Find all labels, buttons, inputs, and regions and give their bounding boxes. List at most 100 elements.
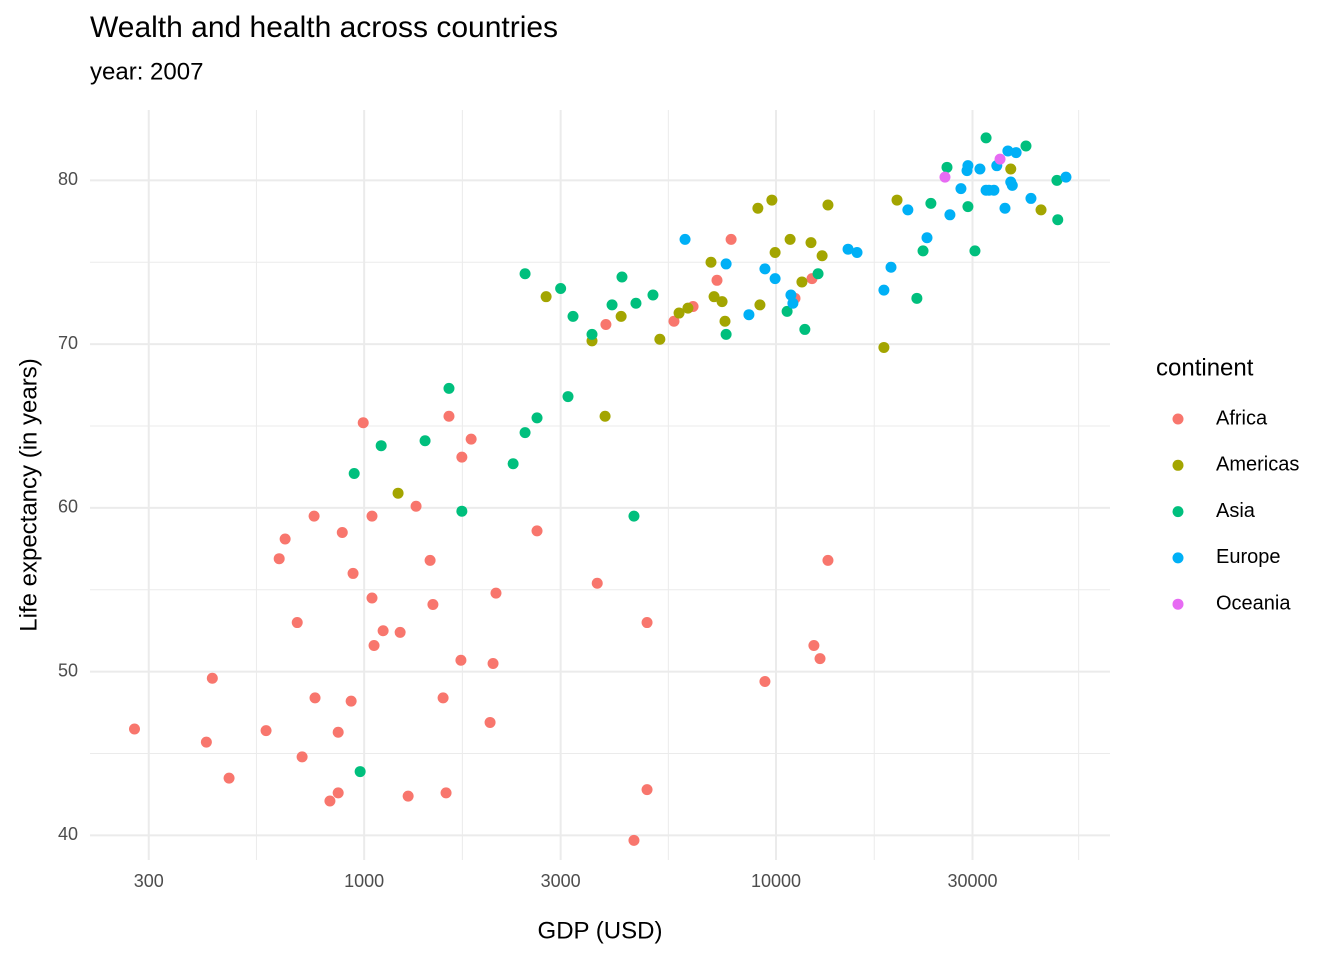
point	[743, 309, 755, 321]
point	[606, 299, 618, 311]
point	[822, 199, 834, 211]
point	[641, 784, 653, 796]
point	[336, 526, 348, 538]
point	[720, 258, 732, 270]
point	[911, 292, 923, 304]
point	[324, 795, 336, 807]
point	[443, 382, 455, 394]
point	[628, 510, 640, 522]
point	[784, 233, 796, 245]
point	[410, 500, 422, 512]
x-tick-label: 10000	[751, 871, 801, 891]
legend-key	[1172, 413, 1184, 425]
point	[654, 333, 666, 345]
point	[796, 276, 808, 288]
point	[128, 723, 140, 735]
point	[519, 268, 531, 280]
point	[799, 323, 811, 335]
point	[1051, 174, 1063, 186]
point	[260, 725, 272, 737]
point	[711, 274, 723, 286]
point	[465, 433, 477, 445]
point	[759, 263, 771, 275]
point	[591, 577, 603, 589]
point	[540, 291, 552, 303]
point	[851, 246, 863, 258]
point	[490, 587, 502, 599]
point	[456, 505, 468, 517]
point	[941, 161, 953, 173]
point	[345, 695, 357, 707]
point	[925, 197, 937, 209]
point	[816, 250, 828, 262]
point	[1035, 204, 1047, 216]
point	[705, 256, 717, 268]
point	[921, 232, 933, 244]
y-tick-label: 70	[58, 333, 78, 353]
point	[808, 639, 820, 651]
point	[599, 410, 611, 422]
point	[519, 427, 531, 439]
point	[902, 204, 914, 216]
point	[487, 657, 499, 669]
y-tick-label: 60	[58, 497, 78, 517]
point	[394, 626, 406, 638]
point	[988, 184, 1000, 196]
point	[424, 554, 436, 566]
point	[273, 553, 285, 565]
point	[366, 510, 378, 522]
point	[766, 194, 778, 206]
legend-key	[1172, 552, 1184, 564]
point	[939, 171, 951, 183]
y-tick-label: 50	[58, 660, 78, 680]
legend-title: continent	[1156, 354, 1254, 381]
point	[484, 716, 496, 728]
legend-label: Europe	[1216, 546, 1281, 568]
point	[437, 692, 449, 704]
point	[375, 440, 387, 452]
point	[427, 599, 439, 611]
point	[891, 194, 903, 206]
point	[296, 751, 308, 763]
point	[673, 307, 685, 319]
y-tick-label: 40	[58, 824, 78, 844]
point	[600, 319, 612, 331]
point	[402, 790, 414, 802]
point	[1060, 171, 1072, 183]
point	[885, 261, 897, 273]
point	[878, 341, 890, 353]
point	[716, 296, 728, 308]
point	[1020, 140, 1032, 152]
point	[725, 233, 737, 245]
legend-key	[1172, 506, 1184, 518]
point	[1025, 192, 1037, 204]
point	[279, 533, 291, 545]
point	[999, 202, 1011, 214]
point	[348, 468, 360, 480]
point	[377, 625, 389, 637]
point	[974, 163, 986, 175]
point	[332, 726, 344, 738]
y-tick-label: 80	[58, 169, 78, 189]
point	[944, 209, 956, 221]
legend-label: Africa	[1216, 407, 1268, 429]
point	[1010, 147, 1022, 159]
point	[822, 554, 834, 566]
point	[443, 410, 455, 422]
point	[647, 289, 659, 301]
point	[455, 654, 467, 666]
legend-label: Asia	[1216, 500, 1256, 522]
point	[615, 310, 627, 322]
legend-label: Americas	[1216, 454, 1299, 476]
point	[630, 297, 642, 309]
x-tick-label: 30000	[947, 871, 997, 891]
point	[1006, 179, 1018, 191]
point	[419, 435, 431, 447]
x-tick-label: 1000	[344, 871, 384, 891]
point	[1005, 163, 1017, 175]
point	[679, 233, 691, 245]
point	[392, 487, 404, 499]
point	[332, 787, 344, 799]
point	[769, 246, 781, 258]
